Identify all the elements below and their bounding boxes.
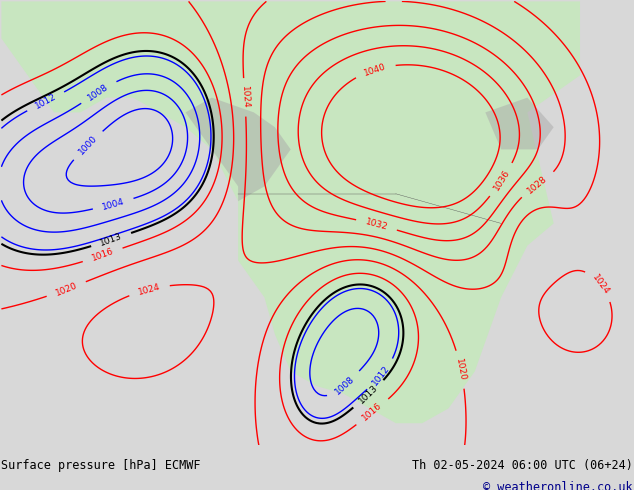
Text: 1028: 1028 [526, 174, 549, 195]
Text: 1024: 1024 [137, 282, 161, 297]
Text: Surface pressure [hPa] ECMWF: Surface pressure [hPa] ECMWF [1, 459, 201, 472]
Polygon shape [485, 98, 553, 149]
Text: 1040: 1040 [363, 62, 387, 77]
Text: 1012: 1012 [34, 92, 58, 111]
Text: 1013: 1013 [358, 383, 380, 405]
Polygon shape [1, 1, 580, 423]
Text: 1000: 1000 [77, 134, 99, 157]
Text: © weatheronline.co.uk: © weatheronline.co.uk [483, 481, 633, 490]
Text: 1004: 1004 [101, 196, 126, 212]
Text: 1024: 1024 [240, 86, 250, 109]
Text: 1016: 1016 [361, 401, 384, 423]
Text: 1016: 1016 [91, 247, 115, 263]
Text: 1024: 1024 [590, 273, 611, 296]
Text: 1008: 1008 [333, 374, 356, 396]
Text: 1032: 1032 [365, 217, 389, 232]
Text: Th 02-05-2024 06:00 UTC (06+24): Th 02-05-2024 06:00 UTC (06+24) [411, 459, 633, 472]
Text: 1012: 1012 [371, 363, 392, 387]
Text: 1020: 1020 [54, 281, 79, 298]
Text: 1013: 1013 [99, 232, 124, 248]
Text: 1020: 1020 [455, 358, 467, 382]
Polygon shape [186, 98, 291, 201]
Text: 1036: 1036 [492, 168, 512, 192]
Text: 1008: 1008 [86, 82, 110, 102]
